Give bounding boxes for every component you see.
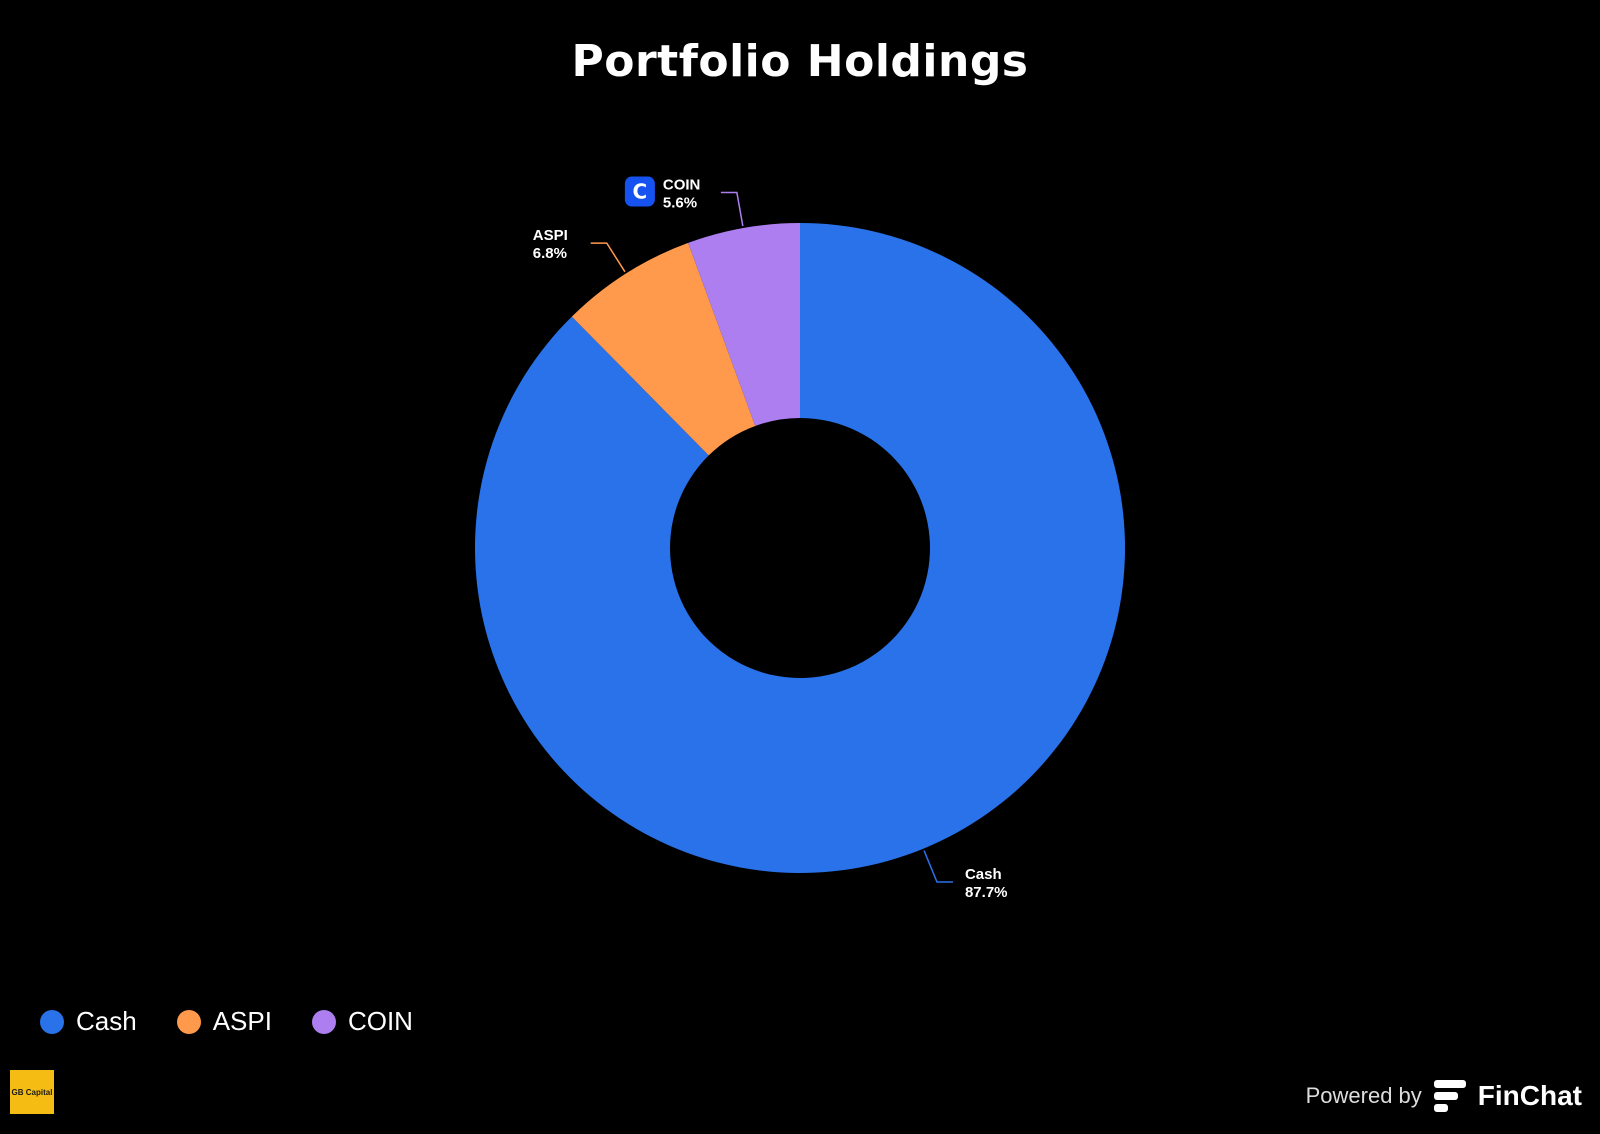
slice-aspi[interactable] [571, 242, 756, 456]
legend-item-cash[interactable]: Cash [40, 1006, 137, 1037]
legend-label: ASPI [212, 1006, 272, 1036]
powered-by-badge: Powered by FinChat [1306, 1080, 1582, 1112]
slice-label-value: 6.8% [533, 245, 567, 262]
finchat-name: FinChat [1477, 1080, 1582, 1111]
coinbase-icon [624, 176, 655, 207]
brand-logo: GB Capital [10, 1070, 54, 1114]
legend-label: Cash [76, 1006, 137, 1036]
legend-dot [176, 1009, 201, 1034]
leader-line-coin [720, 191, 744, 227]
leader-line-aspi [590, 242, 626, 273]
chart-legend: Cash ASPI COIN [40, 1006, 413, 1037]
coinbase-icon-letter: C [633, 180, 648, 204]
slice-coin[interactable] [688, 223, 800, 426]
slice-cash[interactable] [475, 223, 1125, 873]
legend-label: COIN [347, 1006, 413, 1036]
legend-item-aspi[interactable]: ASPI [176, 1006, 272, 1037]
legend-dot [40, 1009, 64, 1034]
leader-line-cash [923, 850, 953, 883]
slice-label-name: COIN [663, 177, 701, 194]
finchat-logo-icon [1433, 1080, 1466, 1112]
slice-label-name: ASPI [533, 227, 568, 244]
chart-title: Portfolio Holdings [571, 36, 1029, 87]
slice-label-value: 87.7% [965, 884, 1008, 901]
legend-dot [311, 1009, 336, 1034]
donut-slices [475, 223, 1125, 873]
slice-label-value: 5.6% [663, 195, 697, 212]
legend-item-coin[interactable]: COIN [311, 1006, 413, 1037]
powered-by-text: Powered by [1305, 1083, 1422, 1108]
slice-label-name: Cash [965, 866, 1002, 883]
